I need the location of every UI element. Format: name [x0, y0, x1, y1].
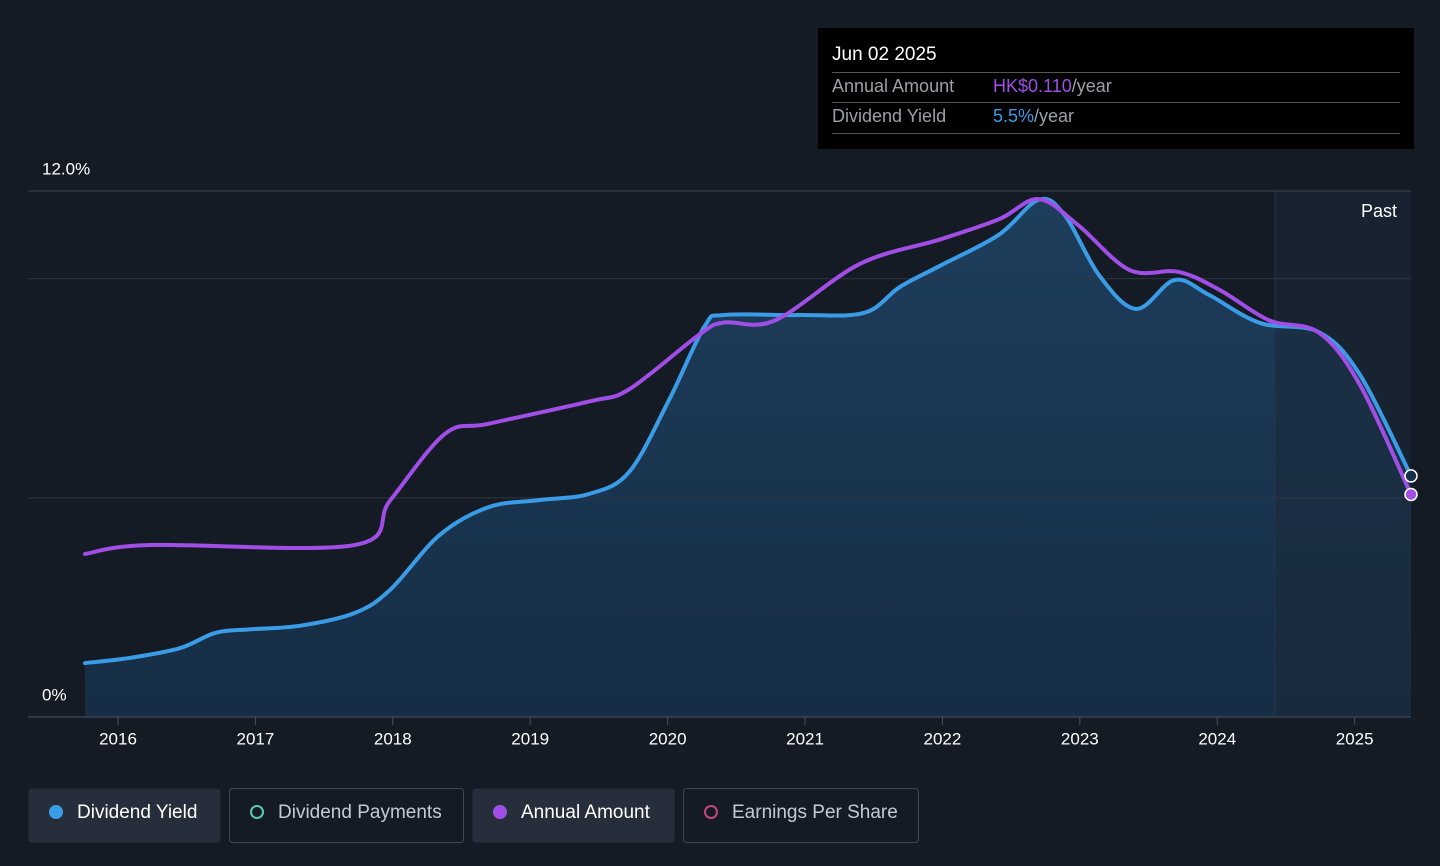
- tooltip-unit: /year: [1034, 106, 1074, 126]
- series-line: [83, 196, 1413, 666]
- legend-marker: [49, 805, 63, 819]
- tooltip-unit: /year: [1072, 76, 1112, 96]
- x-tick-label: 2020: [649, 729, 687, 748]
- end-marker: [1404, 487, 1418, 502]
- x-tick-label: 2022: [924, 729, 962, 748]
- x-tick-label: 2019: [511, 729, 549, 748]
- y-tick-label: 0%: [42, 685, 67, 704]
- tooltip-label: Dividend Yield: [832, 106, 946, 126]
- legend-item[interactable]: Annual Amount: [472, 788, 675, 843]
- x-tick-label: 2016: [99, 729, 137, 748]
- legend-label: Dividend Yield: [77, 802, 197, 823]
- x-tick-label: 2024: [1198, 729, 1236, 748]
- area: [85, 198, 1412, 717]
- legend-marker: [704, 805, 718, 819]
- legend-item[interactable]: Earnings Per Share: [683, 788, 919, 843]
- legend-button[interactable]: [472, 788, 675, 843]
- tooltip-bg: [818, 28, 1414, 149]
- past-label: Past: [1361, 201, 1397, 221]
- x-tick-label: 2021: [786, 729, 824, 748]
- legend-label: Annual Amount: [521, 802, 651, 823]
- tooltip-amount: 5.5%: [993, 106, 1034, 126]
- tooltip-date: Jun 02 2025: [832, 44, 937, 65]
- legend-item[interactable]: Dividend Yield: [28, 788, 221, 843]
- x-tick-label: 2017: [236, 729, 274, 748]
- tooltip-label: Annual Amount: [832, 76, 954, 96]
- series-line: [83, 197, 1413, 556]
- legend-item[interactable]: Dividend Payments: [229, 788, 464, 843]
- tooltip-value: 5.5%/year: [993, 106, 1074, 126]
- end-marker: [1404, 469, 1418, 483]
- tooltip-amount: HK$0.110: [993, 76, 1072, 96]
- legend-label: Earnings Per Share: [732, 802, 898, 823]
- legend-marker: [250, 805, 264, 819]
- past-region: [1274, 191, 1411, 717]
- legend-label: Dividend Payments: [278, 802, 442, 823]
- tooltip: Jun 02 2025 Annual Amount HK$0.110/year Di…: [818, 28, 1414, 149]
- x-tick-label: 2018: [374, 729, 412, 748]
- legend: Dividend Yield Dividend Payments Annual Am…: [28, 788, 919, 843]
- legend-marker: [493, 805, 507, 819]
- legend-button[interactable]: [28, 788, 221, 843]
- legend-button[interactable]: [229, 788, 464, 843]
- x-tick-label: 2025: [1336, 729, 1374, 748]
- x-tick-label: 2023: [1061, 729, 1099, 748]
- y-tick-label: 12.0%: [42, 159, 90, 178]
- legend-button[interactable]: [683, 788, 919, 843]
- tooltip-value: HK$0.110/year: [993, 76, 1112, 96]
